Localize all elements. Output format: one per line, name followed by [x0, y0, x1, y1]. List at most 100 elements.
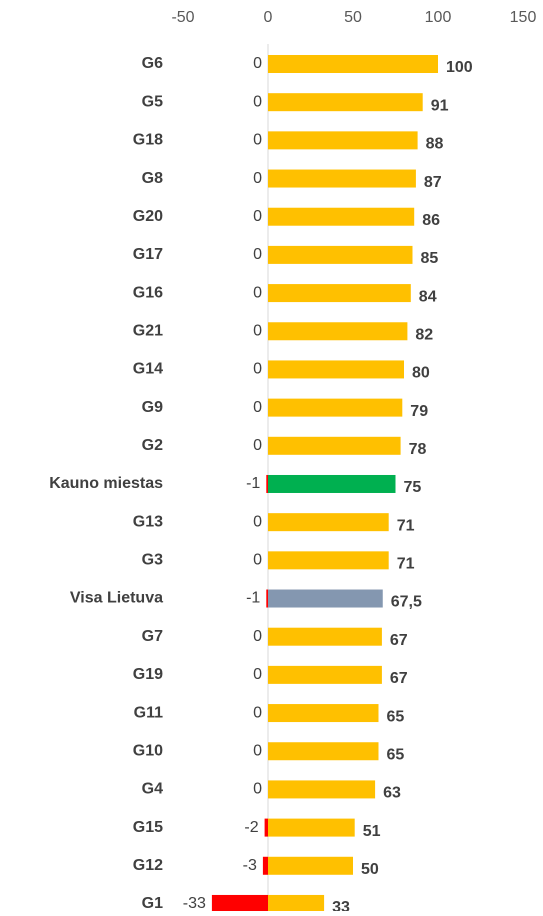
value-label: 63 — [383, 785, 401, 802]
value-label: 80 — [412, 365, 430, 382]
value-label: 67,5 — [391, 594, 422, 611]
category-label: G21 — [133, 322, 163, 339]
category-label: G11 — [134, 704, 163, 721]
bar — [268, 818, 355, 837]
bar — [268, 207, 415, 226]
category-label: G6 — [142, 55, 163, 72]
bar — [266, 589, 268, 608]
value-label: 86 — [422, 212, 440, 229]
value-label: 0 — [253, 93, 262, 110]
value-label: 91 — [431, 97, 449, 114]
bar — [264, 818, 268, 837]
value-label: -1 — [246, 590, 260, 607]
category-label: G12 — [133, 857, 163, 874]
bar — [268, 55, 438, 73]
value-label: 84 — [419, 288, 437, 305]
bar — [268, 513, 389, 532]
category-label: G10 — [133, 742, 163, 759]
category-label: Visa Lietuva — [70, 590, 163, 607]
category-label: G13 — [133, 513, 163, 530]
bar — [268, 436, 401, 455]
category-label: G19 — [133, 666, 163, 683]
value-label: 65 — [387, 746, 405, 763]
category-label: G18 — [133, 132, 163, 149]
value-label: 0 — [253, 322, 262, 339]
bar — [268, 474, 396, 493]
value-label: 0 — [253, 666, 262, 683]
x-tick-label: 50 — [344, 9, 362, 26]
category-label: G1 — [142, 895, 163, 911]
category-label: G8 — [142, 170, 163, 187]
value-label: 51 — [363, 823, 381, 840]
category-label: G2 — [142, 437, 163, 454]
value-label: 0 — [253, 170, 262, 187]
value-label: 0 — [253, 437, 262, 454]
bar — [268, 131, 418, 150]
value-label: 0 — [253, 132, 262, 149]
category-label: G7 — [142, 628, 163, 645]
category-label: Kauno miestas — [49, 475, 163, 492]
value-label: 0 — [253, 55, 262, 72]
value-label: 0 — [253, 208, 262, 225]
value-label: -3 — [243, 857, 257, 874]
value-label: 75 — [404, 479, 422, 496]
value-label: 67 — [390, 632, 408, 649]
category-label: G9 — [142, 399, 163, 416]
value-label: 71 — [397, 517, 415, 534]
value-label: 0 — [253, 704, 262, 721]
bar — [268, 398, 403, 417]
category-label: G20 — [133, 208, 163, 225]
category-label: G15 — [133, 819, 163, 836]
category-label: G14 — [133, 361, 163, 378]
value-label: 0 — [253, 246, 262, 263]
bar — [268, 627, 382, 646]
value-label: 50 — [361, 861, 379, 878]
value-label: 78 — [409, 441, 427, 458]
bar — [268, 360, 404, 379]
x-tick-label: 150 — [510, 9, 537, 26]
value-label: 67 — [390, 670, 408, 687]
x-tick-label: 100 — [425, 9, 452, 26]
category-label: G4 — [142, 781, 163, 798]
value-label: 82 — [415, 326, 433, 343]
value-label: 88 — [426, 136, 444, 153]
bar — [268, 322, 408, 341]
x-tick-label: -50 — [171, 9, 194, 26]
bar — [268, 856, 353, 875]
value-label: 0 — [253, 284, 262, 301]
bar — [268, 704, 379, 723]
bar — [211, 894, 268, 913]
value-label: 71 — [397, 556, 415, 573]
category-label: G17 — [133, 246, 163, 263]
bar — [268, 894, 325, 913]
value-label: -2 — [244, 819, 258, 836]
value-label: 65 — [387, 708, 405, 725]
value-label: 0 — [253, 552, 262, 569]
bar — [268, 551, 389, 570]
category-label: G3 — [142, 552, 163, 569]
value-label: 0 — [253, 781, 262, 798]
value-label: 0 — [253, 742, 262, 759]
value-label: 87 — [424, 174, 442, 191]
value-label: 0 — [253, 399, 262, 416]
category-label: G16 — [133, 284, 163, 301]
value-label: 100 — [446, 59, 473, 76]
bar — [266, 474, 268, 493]
bar — [268, 780, 376, 799]
bar — [268, 589, 383, 608]
bar — [268, 169, 416, 188]
bar — [268, 742, 379, 761]
value-label: -1 — [246, 475, 260, 492]
value-label: 33 — [332, 899, 350, 911]
bar — [268, 284, 411, 303]
bar — [268, 245, 413, 264]
x-tick-label: 0 — [264, 9, 273, 26]
category-label: G5 — [142, 93, 163, 110]
value-label: 79 — [410, 403, 428, 420]
bar — [268, 665, 382, 684]
value-label: 0 — [253, 361, 262, 378]
bar — [268, 93, 423, 112]
bar — [262, 856, 268, 875]
